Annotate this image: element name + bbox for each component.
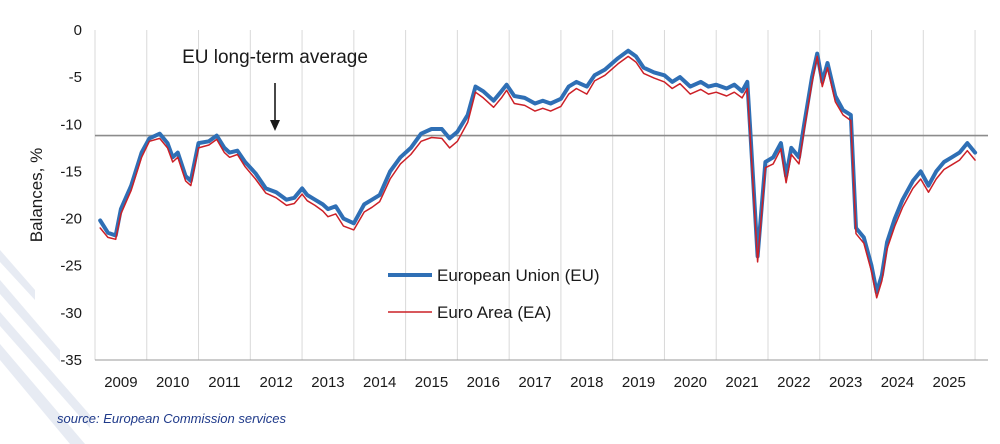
grid-layer bbox=[94, 30, 976, 360]
x-tick-label: 2018 bbox=[570, 374, 603, 391]
series-line-eu bbox=[98, 48, 978, 295]
annotation-text: EU long-term average bbox=[182, 47, 368, 68]
y-tick-label: -25 bbox=[60, 258, 82, 275]
y-tick-label: -35 bbox=[60, 352, 82, 369]
x-tick-label: 2022 bbox=[777, 374, 810, 391]
series-layer bbox=[98, 48, 978, 299]
x-tick-label: 2010 bbox=[156, 374, 189, 391]
x-tick-label: 2019 bbox=[622, 374, 655, 391]
x-tick-label: 2011 bbox=[208, 374, 240, 391]
x-tick-label: 2021 bbox=[725, 374, 758, 391]
x-tick-label: 2025 bbox=[932, 374, 965, 391]
y-tick-label: -30 bbox=[60, 305, 82, 322]
y-tick-label: -10 bbox=[60, 116, 82, 133]
y-tick-label: -15 bbox=[60, 163, 82, 180]
x-tick-label: 2014 bbox=[363, 374, 396, 391]
y-tick-labels: 0 -5 -10 -15 -20 -25 -30 -35 bbox=[60, 22, 82, 369]
x-tick-label: 2009 bbox=[104, 374, 137, 391]
y-tick-label: -20 bbox=[60, 211, 82, 228]
y-tick-label: -5 bbox=[69, 69, 82, 86]
x-tick-label: 2017 bbox=[518, 374, 551, 391]
x-tick-label: 2020 bbox=[674, 374, 707, 391]
x-tick-label: 2012 bbox=[260, 374, 293, 391]
x-tick-label: 2023 bbox=[829, 374, 862, 391]
legend-label-eu: European Union (EU) bbox=[437, 266, 600, 285]
legend: European Union (EU) Euro Area (EA) bbox=[388, 266, 600, 322]
legend-label-ea: Euro Area (EA) bbox=[437, 303, 551, 322]
x-tick-label: 2013 bbox=[311, 374, 344, 391]
x-tick-label: 2024 bbox=[881, 374, 914, 391]
source-note: source: European Commission services bbox=[57, 411, 287, 426]
x-tick-label: 2016 bbox=[467, 374, 500, 391]
series-line-ea bbox=[99, 55, 976, 299]
y-axis-label: Balances, % bbox=[27, 148, 46, 243]
x-tick-label: 2015 bbox=[415, 374, 448, 391]
annotation-arrow-icon bbox=[270, 83, 280, 131]
x-tick-labels: 2009 2010 2011 2012 2013 2014 2015 2016 2017 2018… bbox=[104, 374, 966, 391]
y-tick-label: 0 bbox=[74, 22, 82, 39]
